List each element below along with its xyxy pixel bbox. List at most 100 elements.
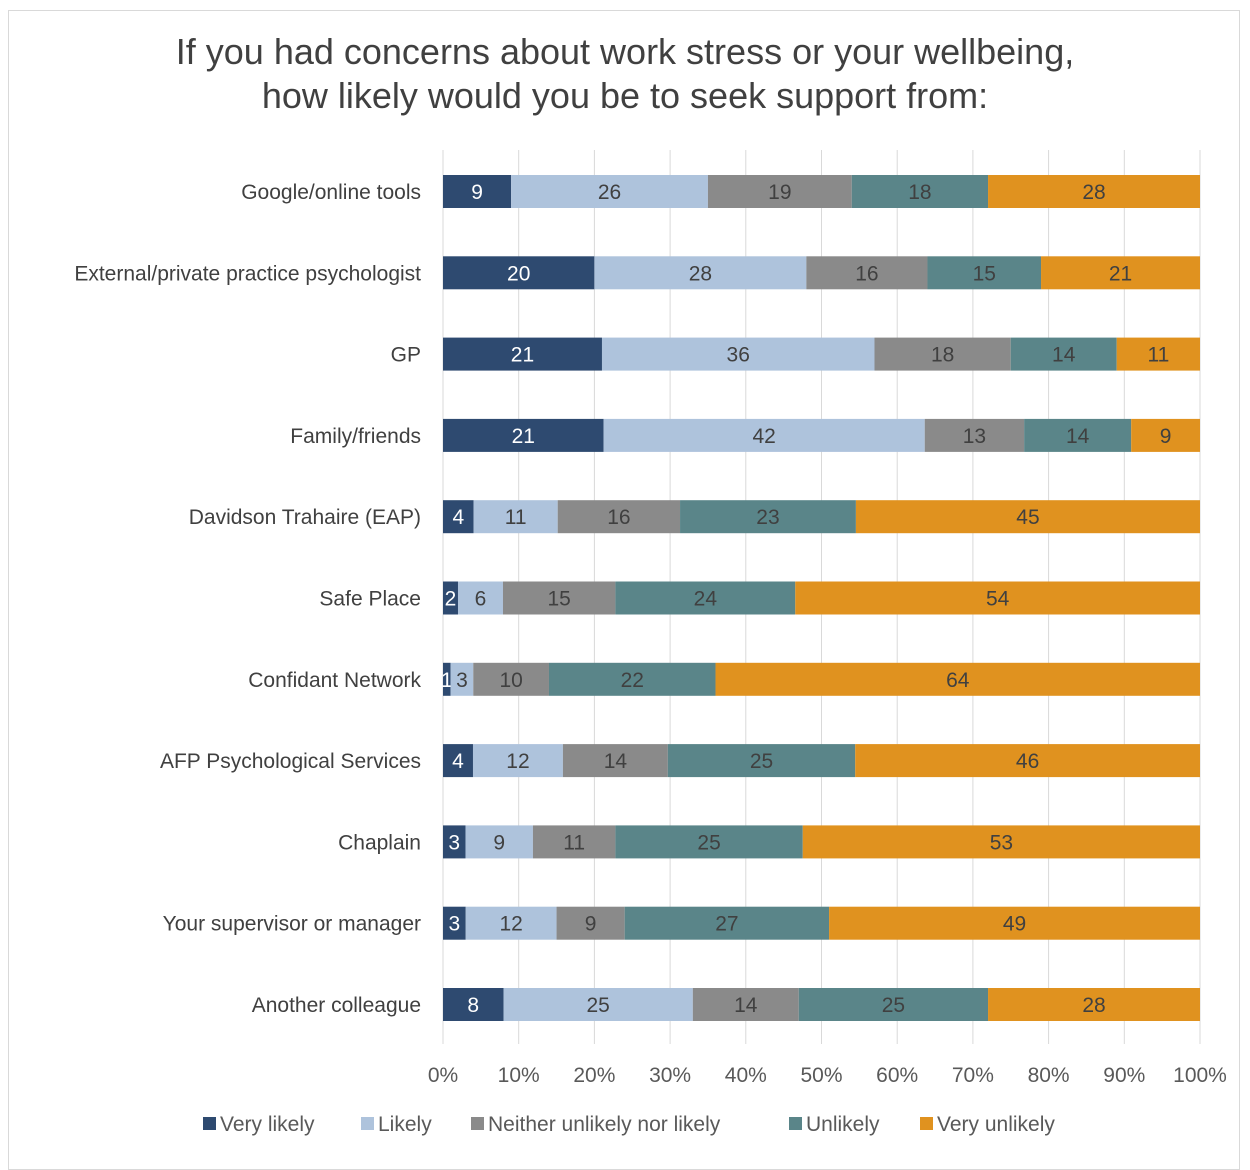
bar-segment xyxy=(601,337,875,371)
bar-segment xyxy=(829,906,1200,940)
legend-swatch xyxy=(361,1117,374,1130)
data-label: 12 xyxy=(499,913,522,936)
x-tick-label: 20% xyxy=(573,1064,615,1087)
x-axis-ticks: 0% 10% 20% 30% 40% 50% 60% 70% 80% 90% 100% xyxy=(428,1064,1227,1087)
bar-row: 21 42 13 14 9 xyxy=(443,418,1200,452)
data-label: 18 xyxy=(931,344,954,367)
x-tick-label: 80% xyxy=(1028,1064,1070,1087)
x-tick-label: 60% xyxy=(876,1064,918,1087)
bar-segment xyxy=(511,175,708,208)
category-label: Confidant Network xyxy=(248,669,421,692)
bar-segment xyxy=(443,418,604,452)
bar-segment xyxy=(1024,418,1132,452)
bar-segment xyxy=(795,581,1200,615)
legend-swatch xyxy=(920,1117,933,1130)
data-label: 14 xyxy=(734,994,758,1017)
x-tick-label: 50% xyxy=(800,1064,842,1087)
bar-row: 3 12 9 27 49 xyxy=(443,906,1200,940)
bar-segment xyxy=(1041,256,1200,290)
legend-swatch xyxy=(471,1117,484,1130)
data-label: 24 xyxy=(694,588,718,611)
data-label: 12 xyxy=(506,750,529,773)
bar-segment xyxy=(443,581,458,615)
bar-segment xyxy=(443,825,466,859)
data-label: 15 xyxy=(547,588,570,611)
data-label: 13 xyxy=(963,425,986,448)
data-label: 25 xyxy=(587,994,610,1017)
category-label: GP xyxy=(391,344,421,367)
data-label: 20 xyxy=(507,262,530,285)
category-label: Your supervisor or manager xyxy=(163,913,421,936)
bar-segment xyxy=(457,581,503,615)
data-label: 10 xyxy=(499,669,522,692)
bar-segment xyxy=(615,825,803,859)
data-label: 4 xyxy=(452,506,464,529)
data-label: 45 xyxy=(1016,506,1039,529)
bar-segment xyxy=(798,988,989,1021)
bar-segment xyxy=(562,744,668,778)
data-label: 64 xyxy=(946,669,970,692)
bar-segment xyxy=(443,175,512,208)
bar-segment xyxy=(465,825,533,859)
data-label: 21 xyxy=(511,344,534,367)
bar-segment xyxy=(556,906,625,940)
bar-row: 9 26 19 18 28 xyxy=(443,175,1200,208)
category-label: AFP Psychological Services xyxy=(160,750,421,773)
legend-label: Neither unlikely nor likely xyxy=(488,1113,721,1136)
legend: Very likely Likely Neither unlikely nor li… xyxy=(203,1113,1055,1136)
x-tick-label: 40% xyxy=(725,1064,767,1087)
bar-segment xyxy=(503,988,693,1021)
data-label: 21 xyxy=(512,425,535,448)
data-label: 36 xyxy=(727,344,750,367)
legend-item: Likely xyxy=(361,1113,432,1136)
bar-segment xyxy=(927,256,1042,290)
bar-row: 20 28 16 15 21 xyxy=(443,256,1200,290)
chart-title: If you had concerns about work stress or… xyxy=(0,30,1250,118)
bar-segment xyxy=(624,906,830,940)
x-tick-label: 30% xyxy=(649,1064,691,1087)
data-label: 14 xyxy=(1052,344,1076,367)
chart-title-line-1: If you had concerns about work stress or… xyxy=(175,31,1075,72)
bar-row: 3 9 11 25 53 xyxy=(443,825,1200,859)
data-label: 6 xyxy=(475,588,487,611)
data-label: 19 xyxy=(768,181,791,204)
legend-label: Unlikely xyxy=(806,1113,880,1136)
data-label: 4 xyxy=(452,750,464,773)
bar-segment xyxy=(472,744,563,778)
data-label: 3 xyxy=(449,913,461,936)
data-label: 22 xyxy=(621,669,644,692)
bar-segment xyxy=(692,988,799,1021)
bar-segment xyxy=(680,500,856,534)
bar-segment xyxy=(443,337,602,371)
bar-segment xyxy=(988,175,1200,208)
data-label: 23 xyxy=(756,506,779,529)
category-label: Safe Place xyxy=(319,588,421,611)
bar-row: 4 12 14 25 46 xyxy=(443,744,1200,778)
data-label: 42 xyxy=(752,425,775,448)
bar-segment xyxy=(855,500,1200,534)
bar-segment xyxy=(473,500,558,534)
bar-segment xyxy=(988,988,1200,1021)
data-label: 9 xyxy=(1160,425,1172,448)
chart-title-line-2: how likely would you be to seek support … xyxy=(261,75,989,116)
data-label: 21 xyxy=(1109,262,1132,285)
bar-segment xyxy=(548,662,716,696)
data-label: 11 xyxy=(563,831,585,854)
data-label: 1 xyxy=(441,669,453,692)
data-label: 27 xyxy=(715,913,738,936)
data-label: 15 xyxy=(973,262,996,285)
data-label: 46 xyxy=(1016,750,1039,773)
x-tick-label: 90% xyxy=(1103,1064,1145,1087)
bar-segment xyxy=(502,581,616,615)
data-label: 11 xyxy=(1147,344,1169,367)
bar-segment xyxy=(532,825,616,859)
bar-segment xyxy=(443,906,466,940)
bar-segment xyxy=(615,581,796,615)
bar-segment xyxy=(443,256,595,290)
data-label: 25 xyxy=(750,750,773,773)
category-label: Family/friends xyxy=(290,425,421,448)
bar-row: 1 3 10 22 64 xyxy=(441,662,1200,696)
category-label: Another colleague xyxy=(252,994,421,1017)
